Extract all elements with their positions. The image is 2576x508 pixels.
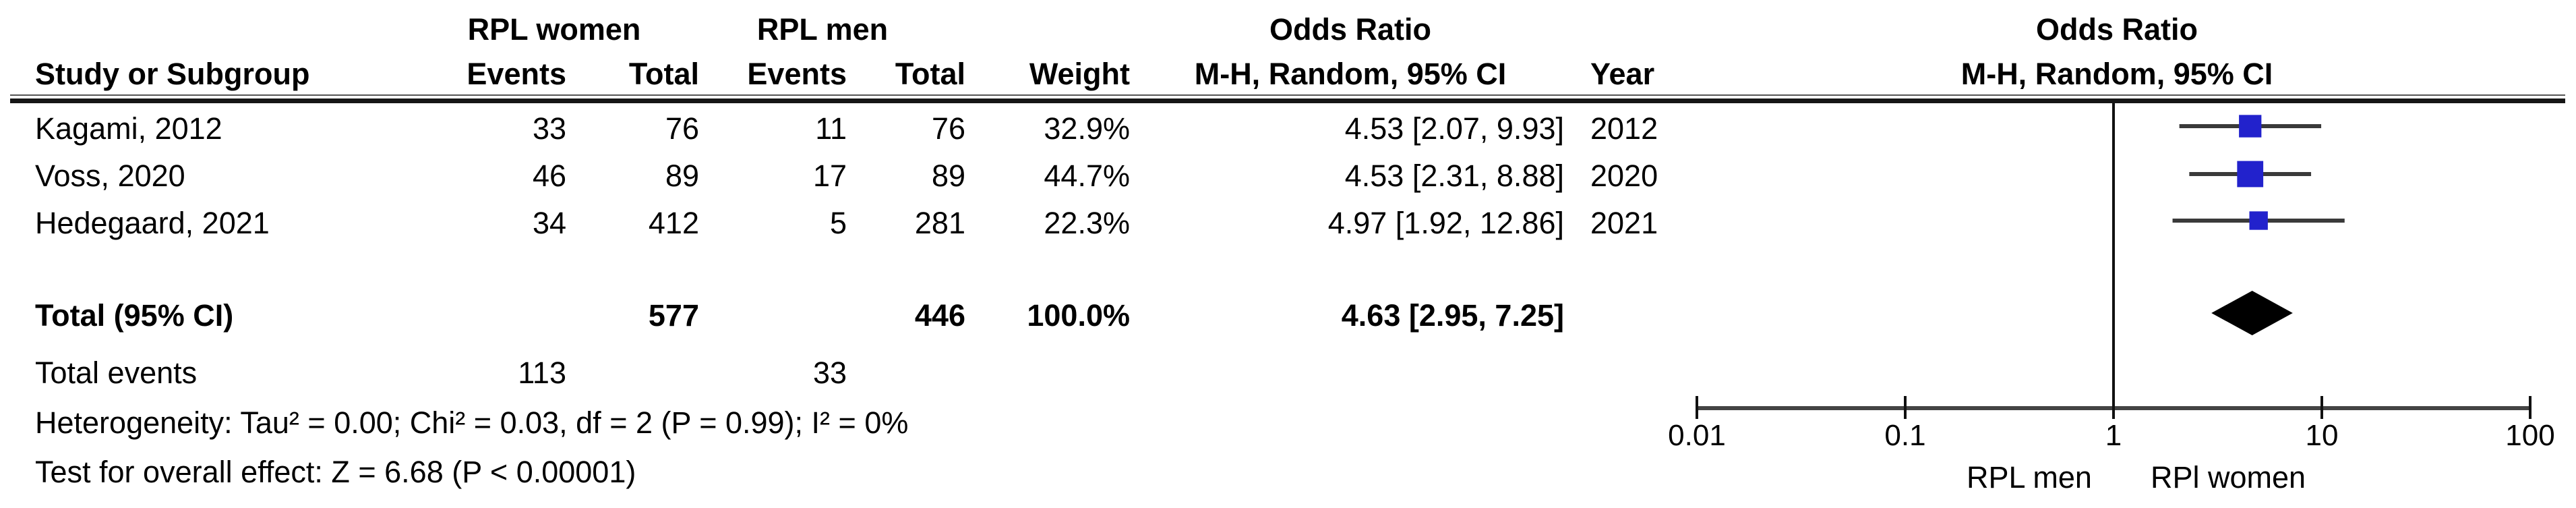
weight: 32.9% [1044,111,1130,146]
weight-square [2249,211,2268,230]
w-events: 34 [532,206,566,240]
w-total: 76 [665,111,699,146]
m-total: 89 [931,159,965,193]
group-header-odds-ratio-left: Odds Ratio [1269,12,1431,47]
study-name: Hedegaard, 2021 [35,206,270,240]
total-or-ci: 4.63 [2.95, 7.25] [1341,298,1564,333]
axis-tick-label: 1 [2105,419,2122,452]
overall-effect-text: Test for overall effect: Z = 6.68 (P < 0… [35,455,636,489]
col-header-study: Study or Subgroup [35,57,310,91]
col-header-w-events: Events [467,57,566,91]
header-rule-thin [10,94,2565,96]
heterogeneity-text: Heterogeneity: Tau² = 0.00; Chi² = 0.03,… [35,405,909,440]
col-header-w-total: Total [628,57,699,91]
group-header-odds-ratio-right: Odds Ratio [2035,12,2198,47]
m-total: 76 [931,111,965,146]
col-header-m-total: Total [895,57,965,91]
or-ci-text: 4.97 [1.92, 12.86] [1327,206,1564,240]
col-header-m-events: Events [747,57,847,91]
weight: 44.7% [1044,159,1130,193]
or-ci-text: 4.53 [2.07, 9.93] [1344,111,1564,146]
w-events: 46 [532,159,566,193]
m-events: 11 [815,111,847,146]
group-header-rpl-women: RPL women [467,12,641,47]
m-events: 17 [812,159,847,193]
total-m-total: 446 [914,298,965,333]
or-ci-text: 4.53 [2.31, 8.88] [1344,159,1564,193]
axis-tick-label: 0.1 [1884,419,1926,452]
col-header-mh-ci-right: M-H, Random, 95% CI [1960,57,2273,91]
total-w-total: 577 [648,298,699,333]
total-label: Total (95% CI) [35,298,234,333]
col-header-weight: Weight [1029,57,1130,91]
weight: 22.3% [1044,206,1130,240]
m-total: 281 [914,206,965,240]
header-rule-thick [10,98,2565,103]
col-header-year: Year [1590,57,1655,91]
weight-square [2237,161,2264,188]
total-weight: 100.0% [1027,298,1130,333]
total-events-women: 113 [518,356,566,390]
summary-diamond [2211,291,2293,335]
year: 2021 [1590,206,1658,240]
axis-tick-label: 10 [2305,419,2339,452]
col-header-mh-ci: M-H, Random, 95% CI [1194,57,1507,91]
axis-label-right: RPl women [2150,460,2306,495]
axis-tick-label: 100 [2505,419,2555,452]
w-total: 412 [648,206,699,240]
axis-label-left: RPL men [1967,460,2092,495]
total-events-label: Total events [35,356,198,390]
weight-square [2239,115,2262,138]
group-header-rpl-men: RPL men [756,12,889,47]
axis-tick-label: 0.01 [1668,419,1726,452]
year: 2020 [1590,159,1658,193]
w-total: 89 [665,159,699,193]
total-events-men: 33 [812,356,847,390]
study-name: Kagami, 2012 [35,111,222,146]
year: 2012 [1590,111,1658,146]
w-events: 33 [532,111,566,146]
m-events: 5 [829,206,847,240]
study-name: Voss, 2020 [35,159,185,193]
